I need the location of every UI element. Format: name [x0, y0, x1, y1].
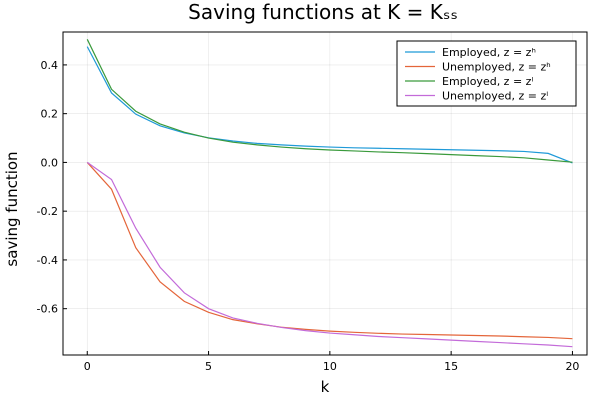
plot-frame	[62, 31, 588, 356]
y-tick-label: 0.0	[41, 156, 59, 169]
series-line-3	[86, 39, 573, 163]
legend-entry-3: Employed, z = zˡ	[442, 75, 533, 88]
y-tick-label: 0.2	[41, 108, 59, 121]
legend-entry-1: Employed, z = zʰ	[442, 46, 536, 59]
x-tick-label: 5	[205, 360, 212, 373]
x-tick-label: 20	[565, 360, 579, 373]
legend: Employed, z = zʰ Unemployed, z = zʰEmploy…	[396, 40, 577, 107]
grid	[63, 32, 587, 355]
x-axis-label: k	[321, 378, 330, 396]
y-tick-label: -0.2	[37, 205, 58, 218]
y-tick-label: 0.4	[41, 59, 59, 72]
x-tick-label: 10	[323, 360, 337, 373]
axis-ticks: 0 5 10 15 20 -0.6 -0.4 -0.2 0.0 0.2 0.4	[37, 59, 580, 373]
series-line-2	[86, 162, 573, 340]
y-axis-label: saving function	[3, 151, 21, 266]
legend-entry-2: Unemployed, z = zʰ	[442, 61, 551, 74]
legend-entry-4: Unemployed, z = zˡ	[442, 90, 548, 103]
series-line-1	[86, 46, 573, 164]
x-tick-label: 15	[444, 360, 458, 373]
series-line-4	[86, 161, 573, 348]
y-tick-label: -0.6	[37, 303, 58, 316]
series-lines	[86, 39, 573, 348]
y-tick-label: -0.4	[37, 254, 58, 267]
chart-title: Saving functions at K = Kₛₛ	[188, 0, 458, 24]
x-tick-label: 0	[84, 360, 91, 373]
